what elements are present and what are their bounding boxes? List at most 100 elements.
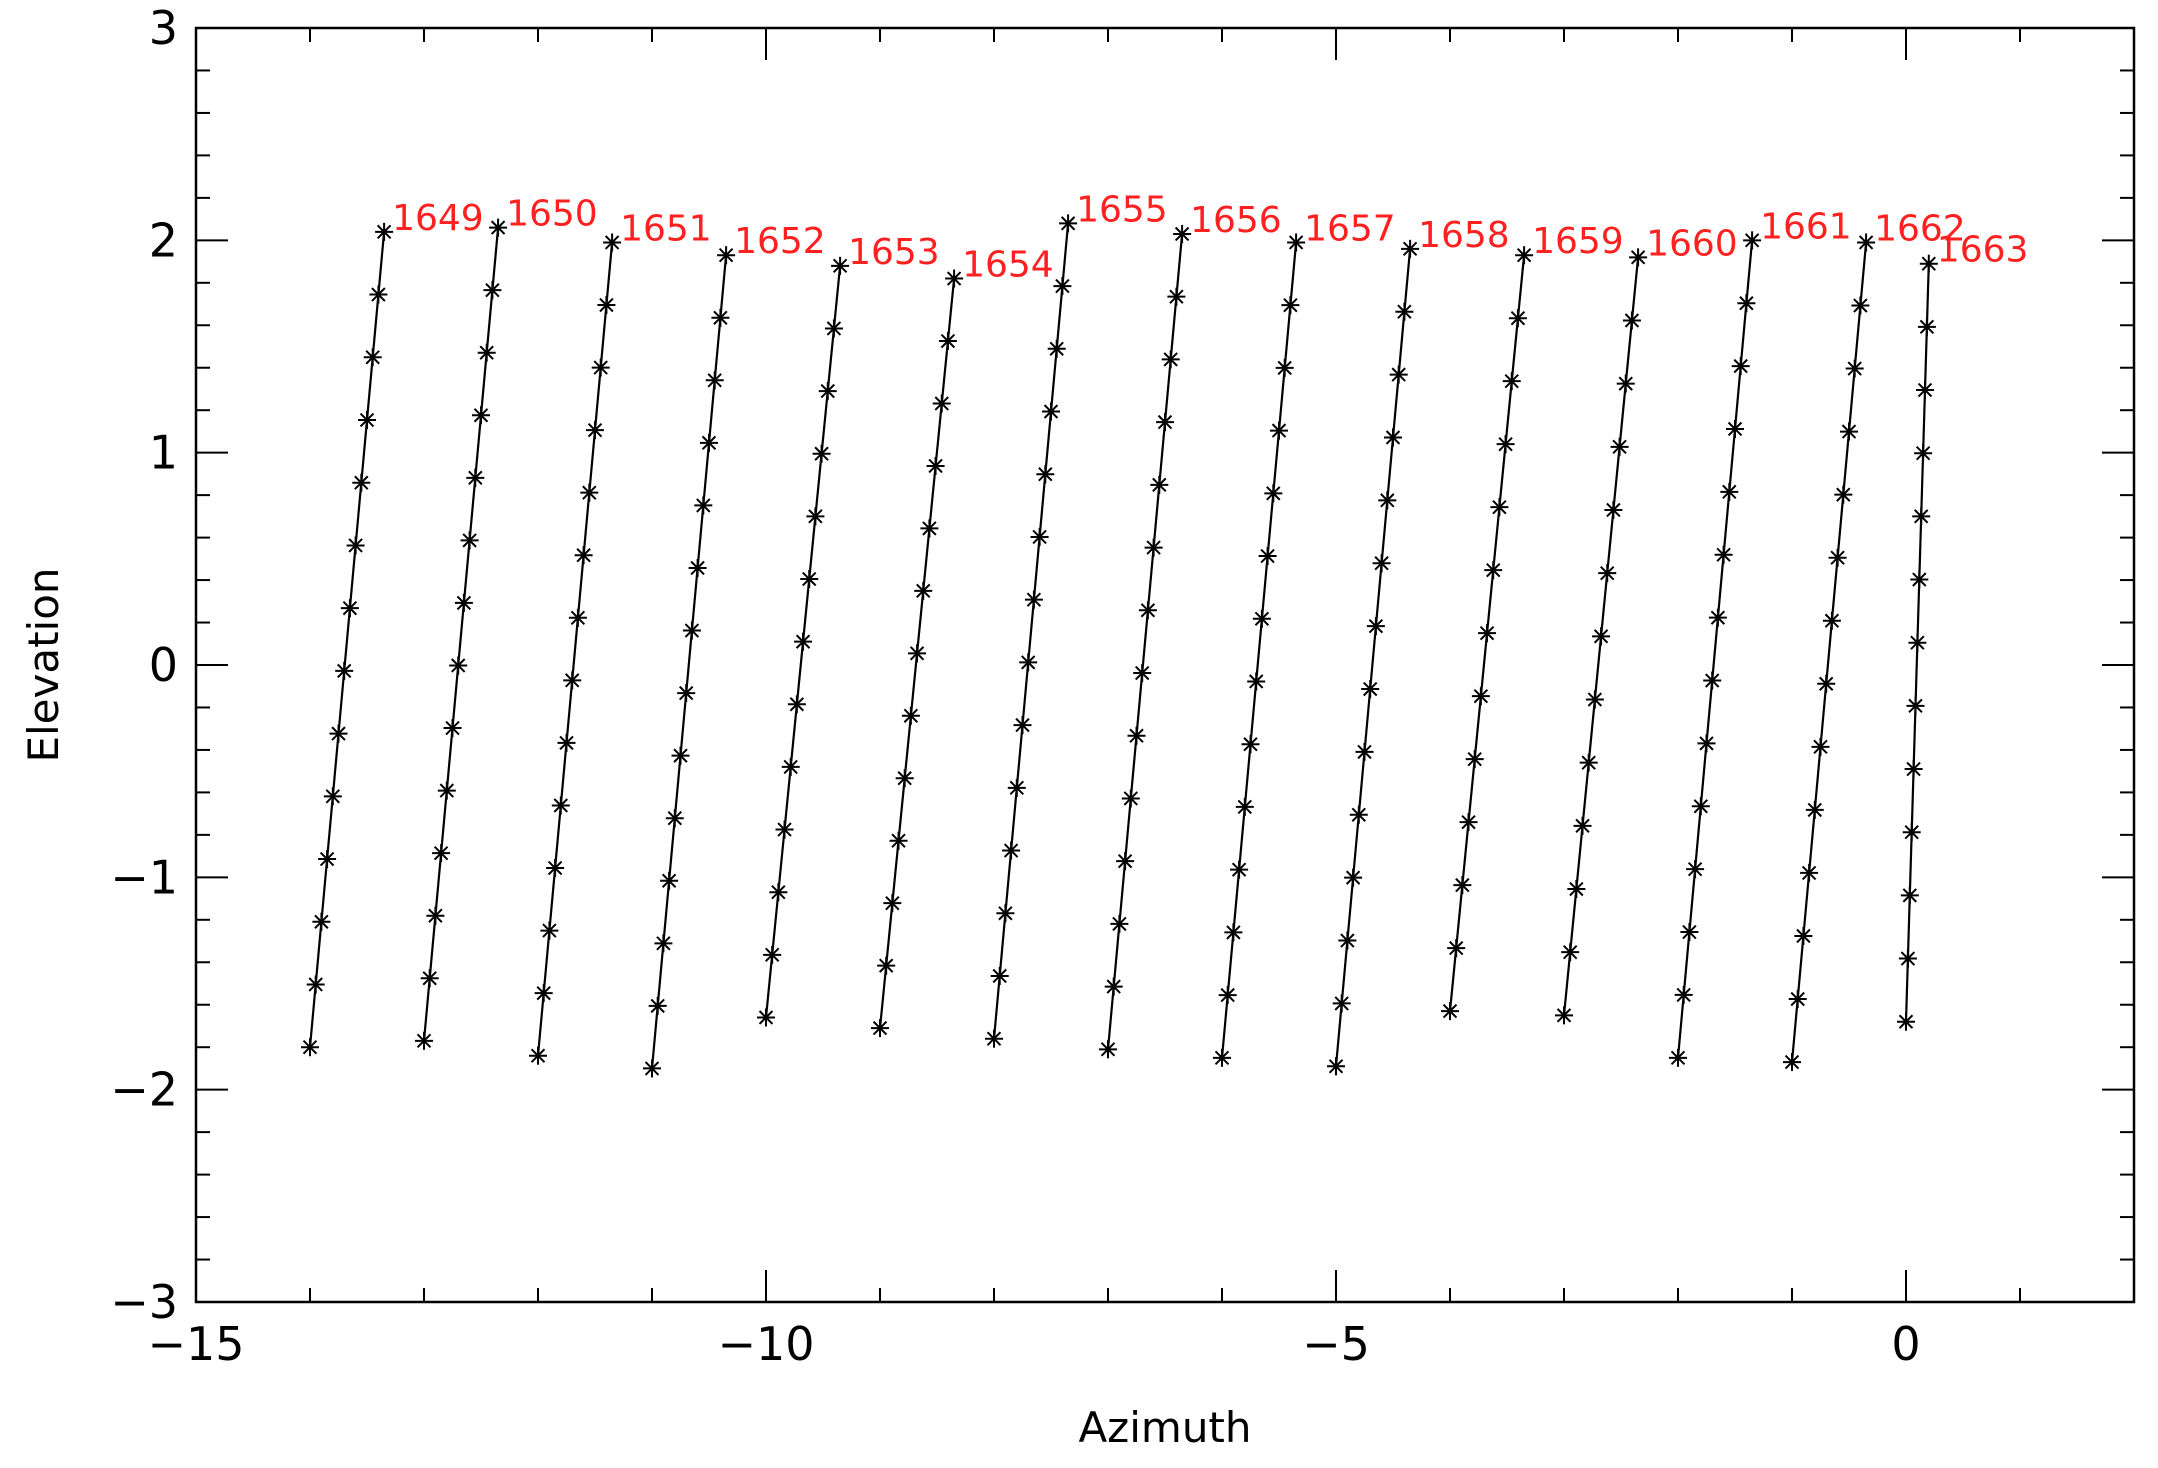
- scan-point-1656: [1150, 475, 1169, 494]
- scan-point-1660: [1604, 500, 1623, 519]
- scan-point-1663: [1912, 507, 1931, 526]
- scan-point-1663: [1904, 760, 1923, 779]
- scan-label-1651: 1651: [620, 208, 712, 249]
- scan-point-1661: [1743, 231, 1762, 250]
- scan-point-1657: [1270, 421, 1288, 440]
- scan-point-1649: [312, 912, 331, 931]
- scan-point-1652: [654, 934, 673, 953]
- scan-point-1651: [540, 921, 559, 940]
- scan-point-1650: [483, 281, 502, 300]
- scan-point-1660: [1610, 437, 1629, 456]
- scan-point-1662: [1828, 548, 1847, 567]
- scan-points: [301, 214, 1938, 1078]
- scan-point-1656: [1110, 914, 1129, 933]
- scan-point-1650: [477, 343, 496, 362]
- scan-point-1653: [763, 945, 782, 964]
- scan-point-1663: [1906, 696, 1925, 715]
- scan-point-1659: [1465, 750, 1484, 769]
- scan-point-1653: [757, 1008, 775, 1027]
- scan-label-1652: 1652: [734, 221, 826, 262]
- y-tick-label: −1: [110, 850, 178, 904]
- scan-line-1661: [1676, 240, 1754, 1058]
- scan-point-1660: [1598, 564, 1617, 583]
- scan-point-1654: [908, 644, 927, 663]
- scan-point-1662: [1817, 674, 1836, 693]
- scan-point-1662: [1805, 800, 1824, 819]
- scan-point-1662: [1845, 359, 1864, 378]
- scan-point-1658: [1349, 805, 1368, 824]
- scan-point-1662: [1800, 863, 1819, 882]
- x-tick-label: −15: [147, 1317, 244, 1371]
- scan-point-1658: [1366, 617, 1385, 636]
- scan-point-1653: [775, 820, 794, 839]
- scan-labels: 1649 1650 1651 1652 1653 1654 1655 1656 1657 1658…: [392, 189, 2028, 285]
- scan-point-1651: [557, 733, 576, 752]
- scan-point-1658: [1389, 365, 1408, 384]
- scan-label-1650: 1650: [506, 194, 598, 235]
- scan-label-1649: 1649: [392, 198, 484, 239]
- scan-point-1654: [877, 956, 896, 975]
- scan-point-1662: [1783, 1053, 1801, 1072]
- scan-point-1659: [1502, 372, 1521, 391]
- scan-point-1654: [932, 394, 951, 413]
- scan-point-1661: [1731, 357, 1750, 376]
- scan-point-1656: [1156, 413, 1174, 432]
- scan-point-1663: [1900, 886, 1919, 905]
- scan-point-1662: [1811, 737, 1830, 756]
- scan-point-1655: [1059, 214, 1078, 233]
- scan-point-1656: [1121, 789, 1140, 808]
- scan-point-1656: [1099, 1040, 1117, 1059]
- scan-point-1659: [1453, 876, 1472, 895]
- scan-point-1660: [1567, 880, 1586, 899]
- scan-point-1649: [352, 473, 371, 492]
- scan-point-1652: [694, 496, 713, 515]
- scan-point-1655: [985, 1029, 1003, 1048]
- scan-line-1651: [536, 242, 614, 1056]
- scan-point-1649: [306, 975, 325, 994]
- scan-point-1663: [1919, 254, 1938, 273]
- scan-point-1650: [472, 406, 490, 425]
- scan-point-1660: [1622, 311, 1641, 330]
- scan-point-1656: [1116, 852, 1135, 871]
- scan-point-1662: [1822, 611, 1841, 630]
- scan-point-1662: [1794, 926, 1813, 945]
- scan-point-1657: [1258, 547, 1277, 566]
- scan-point-1655: [990, 966, 1009, 985]
- scan-point-1658: [1344, 868, 1363, 887]
- scan-point-1659: [1515, 246, 1534, 265]
- scan-point-1652: [660, 871, 679, 890]
- scan-point-1658: [1378, 491, 1397, 510]
- scan-point-1663: [1917, 317, 1936, 336]
- scan-point-1657: [1264, 484, 1283, 503]
- scan-point-1660: [1555, 1006, 1573, 1025]
- scan-point-1657: [1281, 296, 1300, 315]
- scan-line-1649: [308, 231, 386, 1048]
- scan-label-1653: 1653: [848, 232, 940, 273]
- scan-point-1659: [1471, 687, 1490, 706]
- scan-point-1656: [1104, 977, 1123, 996]
- scan-point-1652: [677, 684, 696, 703]
- scan-point-1654: [901, 706, 920, 725]
- scan-point-1656: [1138, 601, 1157, 620]
- scan-point-1660: [1629, 248, 1648, 267]
- scan-point-1659: [1490, 498, 1509, 517]
- scan-point-1661: [1680, 923, 1699, 942]
- scan-point-1651: [574, 546, 593, 565]
- x-tick-label: −5: [1302, 1317, 1370, 1371]
- scan-point-1649: [323, 787, 342, 806]
- scan-point-1657: [1235, 797, 1254, 816]
- scan-point-1657: [1241, 735, 1260, 754]
- scan-point-1652: [643, 1059, 661, 1078]
- scan-point-1655: [1019, 653, 1038, 672]
- scan-point-1661: [1697, 734, 1716, 753]
- scan-point-1649: [346, 536, 365, 555]
- scan-point-1660: [1592, 627, 1611, 646]
- scan-point-1662: [1851, 296, 1870, 315]
- y-tick-label: 2: [149, 213, 178, 267]
- scan-point-1652: [665, 809, 684, 828]
- scan-label-1655: 1655: [1076, 189, 1168, 230]
- y-axis-title: Elevation: [19, 567, 68, 762]
- scan-point-1650: [432, 844, 451, 863]
